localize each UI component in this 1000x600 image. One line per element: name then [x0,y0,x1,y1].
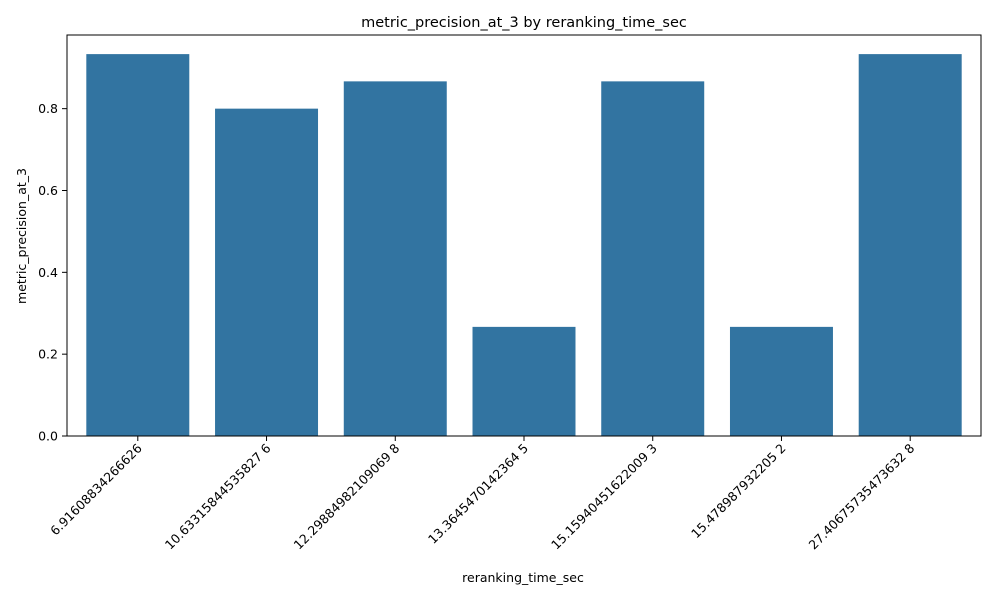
plot-frame [66,34,982,437]
y-tick-label-1: 0.2 [38,347,58,362]
x-tick-label-2: 12.29884982109069 8 [291,440,403,552]
bar-4 [601,81,705,437]
y-tick-label-3: 0.6 [38,183,58,198]
chart-title: metric_precision_at_3 by reranking_time_… [361,15,687,31]
bar-5 [729,326,833,436]
bar-2 [343,81,447,437]
bar-0 [86,54,190,436]
bar-6 [858,54,962,436]
y-tick-label-0: 0.0 [38,429,58,444]
x-tick-label-1: 10.63315844535827 6 [162,440,274,552]
y-tick-label-4: 0.8 [38,101,58,116]
x-axis: 6.91608834266626 10.63315844535827 6 12.29… [47,436,917,552]
x-tick-label-3: 13.3645470142364 5 [425,441,531,547]
x-tick-label-5: 15.478987932205 2 [688,441,789,542]
bar-1 [215,108,319,436]
x-tick-label-0: 6.91608834266626 [47,440,145,538]
y-tick-label-2: 0.4 [38,265,58,280]
y-axis-label: metric_precision_at_3 [14,168,29,304]
x-axis-label: reranking_time_sec [462,570,584,585]
bars-group [86,54,962,437]
bar-3 [472,326,576,436]
x-tick-label-6: 27.40675735473632 8 [805,440,917,552]
y-axis: 0.0 0.2 0.4 0.6 0.8 [38,101,67,444]
x-tick-label-4: 15.15940451622009 3 [548,441,660,553]
